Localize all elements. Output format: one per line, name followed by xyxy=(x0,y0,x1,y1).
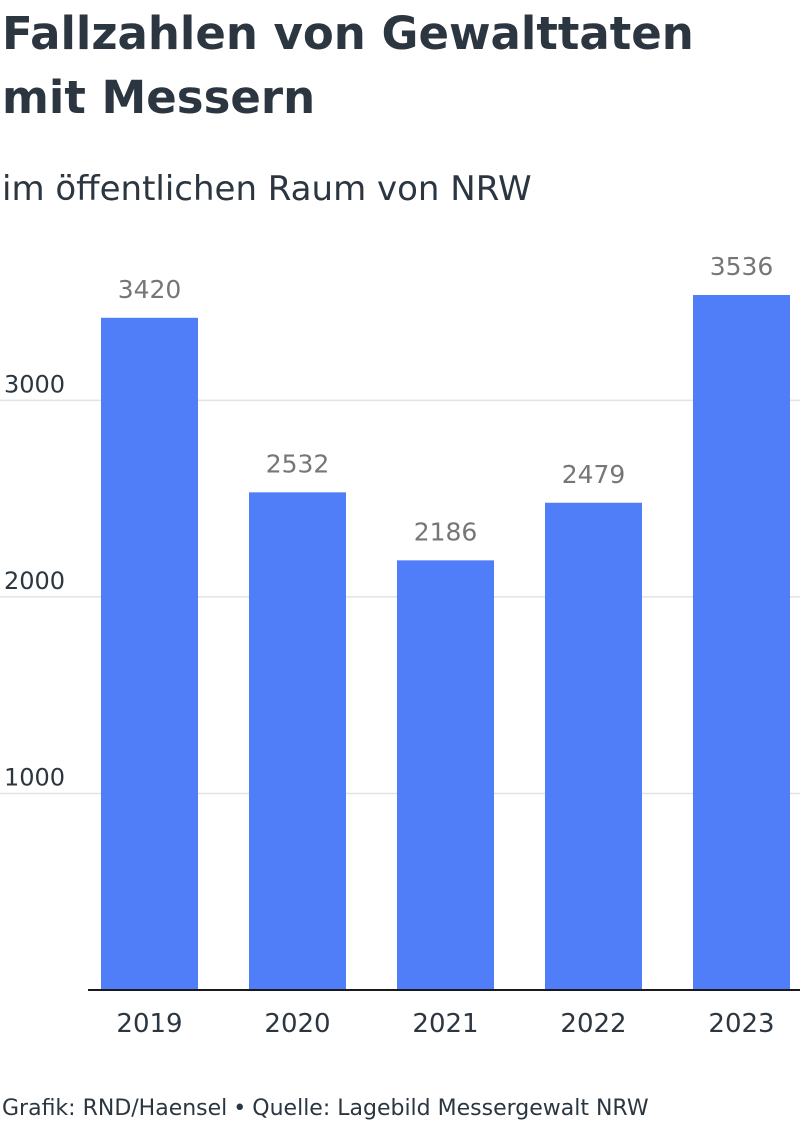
y-tick-label: 1000 xyxy=(4,763,65,791)
chart-subtitle: im öffentlichen Raum von NRW xyxy=(2,169,532,209)
x-tick-label-2022: 2022 xyxy=(560,1009,626,1039)
footer-separator: • xyxy=(233,1096,247,1121)
footer-source: Grafik: RND/Haensel • Quelle: Lagebild Mes… xyxy=(2,1094,649,1124)
x-axis-ticks: 2019 2020 2021 2022 2023 xyxy=(116,1009,774,1039)
bar-2023 xyxy=(693,295,790,990)
x-tick-label-2020: 2020 xyxy=(264,1009,330,1039)
x-tick-label-2019: 2019 xyxy=(116,1009,182,1039)
value-label-2021: 2186 xyxy=(414,517,478,546)
x-tick-label-2023: 2023 xyxy=(708,1009,774,1039)
value-label-2023: 3536 xyxy=(710,252,774,281)
bars xyxy=(101,295,790,990)
y-tick-label: 2000 xyxy=(4,567,65,595)
value-label-2020: 2532 xyxy=(266,449,330,478)
bar-2022 xyxy=(545,502,642,990)
footer-source-text: Quelle: Lagebild Messergewalt NRW xyxy=(252,1096,649,1121)
footer-credit: Grafik: RND/Haensel xyxy=(2,1096,228,1121)
value-label-2022: 2479 xyxy=(562,460,626,489)
value-labels: 3420 2532 2186 2479 3536 xyxy=(118,252,774,546)
y-tick-label: 3000 xyxy=(4,370,65,398)
value-label-2019: 3420 xyxy=(118,275,182,304)
x-tick-label-2021: 2021 xyxy=(412,1009,478,1039)
bar-2019 xyxy=(101,317,198,990)
bar-2021 xyxy=(397,560,494,990)
y-axis-ticks: 1000 2000 3000 xyxy=(4,370,65,791)
bar-2020 xyxy=(249,492,346,990)
chart-title: Fallzahlen von Gewalttaten mit Messern xyxy=(2,7,694,124)
